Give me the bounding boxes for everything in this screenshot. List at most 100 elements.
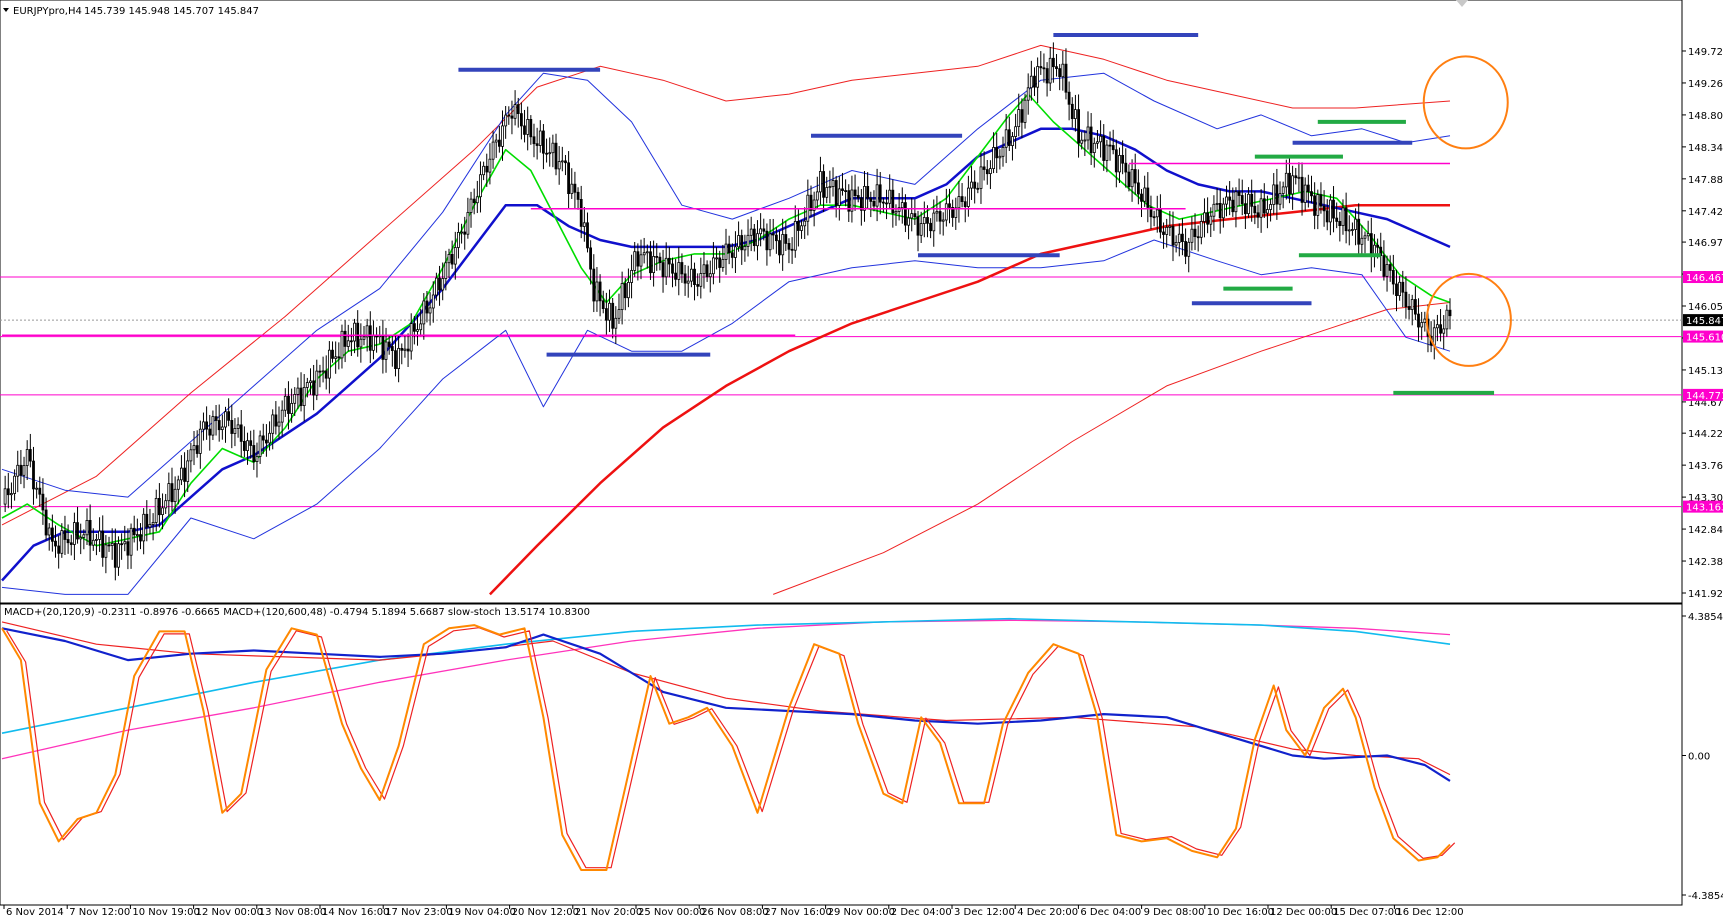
bear-candle	[542, 130, 545, 154]
price-tick-label: 147.880	[1688, 175, 1723, 186]
bull-candle	[117, 543, 120, 568]
bear-candle	[1300, 176, 1304, 203]
time-tick-label: 10 Dec 16:00	[1207, 907, 1274, 917]
bull-candle	[422, 300, 426, 325]
bear-candle	[1045, 68, 1049, 84]
bull-candle	[135, 534, 139, 536]
bear-candle	[368, 325, 372, 351]
bull-candle	[954, 207, 958, 218]
bear-candle	[926, 217, 929, 224]
bull-candle	[397, 347, 401, 369]
bear-candle	[797, 220, 800, 231]
indicator-axis: 4.3854 0.00 -4.3854	[1682, 612, 1723, 902]
bear-candle	[948, 203, 951, 208]
time-tick-label: 12 Dec 00:00	[1270, 907, 1337, 917]
time-tick-label: 6 Nov 2014	[6, 907, 64, 917]
bull-candle	[551, 142, 555, 154]
bull-candle	[123, 541, 127, 545]
bull-candle	[957, 196, 961, 209]
bear-candle	[381, 334, 385, 360]
price-tick-label: 144.670	[1688, 398, 1723, 409]
bull-candle	[431, 294, 435, 309]
outer-band-upper	[1, 44, 1451, 526]
bull-candle	[815, 191, 819, 201]
bull-candle	[236, 424, 240, 429]
bear-candle	[973, 181, 977, 189]
bull-candle	[1029, 75, 1033, 89]
bear-candle	[1344, 207, 1348, 232]
bear-candle	[1218, 202, 1222, 219]
bull-candle	[633, 251, 637, 271]
bear-candle	[1395, 283, 1398, 297]
bear-candle	[287, 395, 290, 414]
bull-candle	[60, 530, 64, 554]
bear-candle	[1404, 291, 1408, 308]
bull-candle	[85, 520, 89, 536]
bear-candle	[1052, 57, 1055, 68]
bull-candle	[1225, 196, 1228, 205]
bear-candle	[601, 300, 605, 309]
bull-candle	[309, 380, 312, 383]
bull-candle	[1363, 235, 1367, 239]
bear-candle	[693, 268, 696, 286]
bear-candle	[589, 247, 592, 270]
bear-candle	[1127, 171, 1131, 188]
bull-candle	[1092, 142, 1096, 154]
bear-candle	[683, 273, 687, 284]
bull-candle	[513, 104, 517, 119]
bull-candle	[1061, 63, 1065, 78]
bear-candle	[107, 544, 111, 547]
bull-candle	[1316, 194, 1320, 216]
bear-candle	[88, 520, 92, 546]
bull-candle	[749, 228, 753, 236]
bull-candle	[803, 220, 807, 227]
bear-candle	[1193, 228, 1197, 237]
bull-candle	[768, 233, 772, 251]
bull-candle	[595, 281, 599, 302]
bull-candle	[161, 507, 164, 515]
bull-candle	[3, 488, 7, 505]
bear-candle	[1206, 212, 1209, 225]
bull-candle	[1398, 281, 1401, 296]
bear-candle	[775, 234, 778, 242]
bear-candle	[740, 235, 744, 251]
bull-candle	[800, 225, 803, 231]
time-tick-label: 27 Nov 16:00	[764, 907, 831, 917]
scroll-marker-icon[interactable]	[1456, 0, 1468, 7]
bear-candle	[649, 251, 652, 274]
bear-candle	[661, 262, 665, 278]
bear-candle	[390, 346, 394, 351]
chart-header: EURJPYpro,H4 145.739 145.948 145.707 145…	[3, 6, 259, 17]
bear-candle	[1121, 154, 1124, 164]
bear-candle	[19, 464, 23, 476]
bull-candle	[686, 280, 690, 284]
stochastic-signal-line	[6, 627, 1456, 869]
bear-candle	[872, 200, 876, 207]
bear-candle	[1253, 205, 1257, 214]
bear-candle	[472, 198, 476, 204]
bear-candle	[157, 497, 161, 516]
indicator-tick-label: -4.3854	[1688, 891, 1723, 902]
bull-candle	[642, 252, 646, 256]
bull-candle	[95, 539, 98, 541]
dropdown-arrow-icon[interactable]	[3, 8, 9, 12]
bull-candle	[1341, 207, 1345, 226]
bear-candle	[337, 356, 341, 359]
bear-candle	[778, 240, 781, 256]
bear-candle	[1140, 193, 1143, 202]
ohlc-label: 145.739 145.948 145.707 145.847	[84, 6, 259, 17]
time-tick-label: 4 Dec 20:00	[1017, 907, 1078, 917]
bear-candle	[208, 428, 212, 436]
bear-candle	[1042, 67, 1046, 70]
indicator-lines	[1, 617, 1456, 871]
bear-candle	[951, 206, 954, 218]
bear-candle	[324, 370, 328, 379]
bull-candle	[1086, 126, 1090, 141]
bear-candle	[963, 201, 967, 207]
bull-candle	[1385, 264, 1389, 277]
bear-candle	[532, 136, 536, 145]
bull-candle	[1165, 226, 1169, 235]
bull-candle	[469, 198, 473, 213]
bear-candle	[982, 166, 986, 170]
